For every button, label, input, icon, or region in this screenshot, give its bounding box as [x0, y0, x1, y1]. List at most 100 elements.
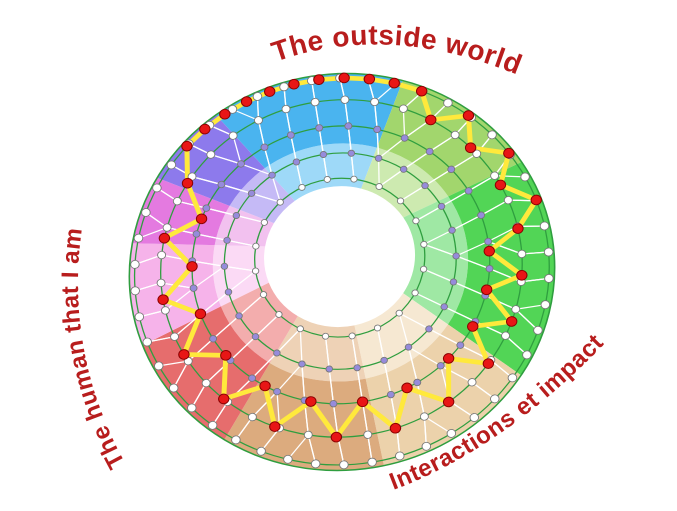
node-white[interactable]: [162, 223, 172, 232]
node-red[interactable]: [467, 321, 479, 332]
node-white[interactable]: [152, 183, 162, 193]
node-white[interactable]: [396, 197, 405, 205]
node-purple[interactable]: [440, 303, 448, 311]
node-red[interactable]: [363, 73, 376, 85]
node-white[interactable]: [507, 373, 518, 383]
node-red[interactable]: [389, 422, 402, 434]
node-purple[interactable]: [319, 151, 328, 158]
node-purple[interactable]: [399, 165, 408, 173]
node-red[interactable]: [181, 140, 193, 152]
node-white[interactable]: [340, 95, 350, 104]
node-red[interactable]: [425, 114, 437, 126]
node-white[interactable]: [421, 441, 432, 451]
node-red[interactable]: [305, 396, 317, 407]
node-white[interactable]: [252, 92, 263, 101]
node-white[interactable]: [321, 332, 330, 340]
node-red[interactable]: [264, 86, 276, 97]
node-purple[interactable]: [421, 182, 429, 190]
node-white[interactable]: [370, 97, 380, 107]
node-white[interactable]: [533, 325, 543, 335]
node-white[interactable]: [522, 350, 532, 360]
node-red[interactable]: [494, 179, 507, 191]
node-red[interactable]: [442, 353, 455, 364]
node-white[interactable]: [254, 116, 263, 125]
node-red[interactable]: [512, 223, 524, 234]
node-purple[interactable]: [273, 349, 281, 357]
node-white[interactable]: [310, 97, 320, 107]
node-white[interactable]: [490, 171, 500, 180]
node-red[interactable]: [530, 194, 542, 206]
node-white[interactable]: [187, 403, 197, 413]
node-purple[interactable]: [189, 284, 198, 292]
node-purple[interactable]: [325, 365, 333, 373]
node-white[interactable]: [363, 430, 373, 439]
node-red[interactable]: [194, 308, 207, 320]
node-purple[interactable]: [298, 360, 306, 368]
node-white[interactable]: [141, 208, 151, 217]
node-purple[interactable]: [477, 211, 486, 219]
node-red[interactable]: [157, 294, 169, 305]
node-purple[interactable]: [413, 378, 422, 387]
node-purple[interactable]: [217, 180, 226, 189]
node-purple[interactable]: [344, 122, 353, 130]
node-white[interactable]: [398, 104, 408, 113]
node-red[interactable]: [356, 396, 369, 408]
node-white[interactable]: [201, 378, 211, 388]
node-white[interactable]: [279, 82, 289, 92]
node-white[interactable]: [517, 249, 527, 259]
node-purple[interactable]: [273, 387, 282, 396]
node-white[interactable]: [323, 176, 331, 183]
node-purple[interactable]: [447, 165, 456, 174]
node-red[interactable]: [401, 382, 413, 394]
node-white[interactable]: [247, 412, 257, 422]
node-white[interactable]: [339, 460, 349, 470]
node-white[interactable]: [207, 420, 218, 430]
node-purple[interactable]: [248, 374, 257, 382]
node-white[interactable]: [520, 172, 530, 182]
node-red[interactable]: [503, 147, 515, 159]
node-purple[interactable]: [456, 341, 465, 349]
node-white[interactable]: [419, 412, 429, 421]
node-white[interactable]: [450, 130, 460, 140]
node-white[interactable]: [154, 361, 164, 371]
node-white[interactable]: [503, 195, 513, 205]
node-red[interactable]: [240, 96, 253, 107]
node-white[interactable]: [543, 247, 554, 257]
node-red[interactable]: [178, 349, 190, 360]
node-white[interactable]: [228, 131, 238, 140]
node-purple[interactable]: [449, 278, 458, 286]
node-purple[interactable]: [425, 325, 433, 333]
node-white[interactable]: [251, 267, 260, 275]
node-white[interactable]: [298, 183, 306, 191]
node-white[interactable]: [283, 454, 293, 464]
node-red[interactable]: [505, 316, 518, 327]
node-white[interactable]: [166, 160, 177, 170]
node-purple[interactable]: [223, 236, 231, 244]
node-white[interactable]: [411, 289, 419, 297]
node-red[interactable]: [288, 78, 300, 90]
node-purple[interactable]: [192, 230, 201, 238]
node-red[interactable]: [199, 123, 211, 135]
node-white[interactable]: [256, 446, 266, 456]
node-purple[interactable]: [268, 171, 276, 179]
node-red[interactable]: [442, 396, 455, 408]
node-red[interactable]: [483, 245, 495, 257]
node-white[interactable]: [412, 217, 420, 225]
node-purple[interactable]: [464, 187, 473, 195]
node-red[interactable]: [313, 74, 325, 85]
node-red[interactable]: [259, 380, 271, 392]
node-white[interactable]: [540, 300, 551, 310]
node-red[interactable]: [388, 77, 400, 89]
node-purple[interactable]: [232, 212, 241, 220]
node-red[interactable]: [516, 269, 528, 281]
node-red[interactable]: [480, 284, 493, 296]
node-white[interactable]: [276, 198, 284, 206]
node-purple[interactable]: [400, 134, 409, 142]
node-white[interactable]: [420, 240, 428, 248]
node-white[interactable]: [168, 383, 179, 393]
node-red[interactable]: [186, 261, 198, 272]
node-purple[interactable]: [292, 158, 301, 166]
node-white[interactable]: [487, 130, 497, 140]
node-white[interactable]: [348, 332, 356, 340]
node-purple[interactable]: [437, 202, 446, 210]
